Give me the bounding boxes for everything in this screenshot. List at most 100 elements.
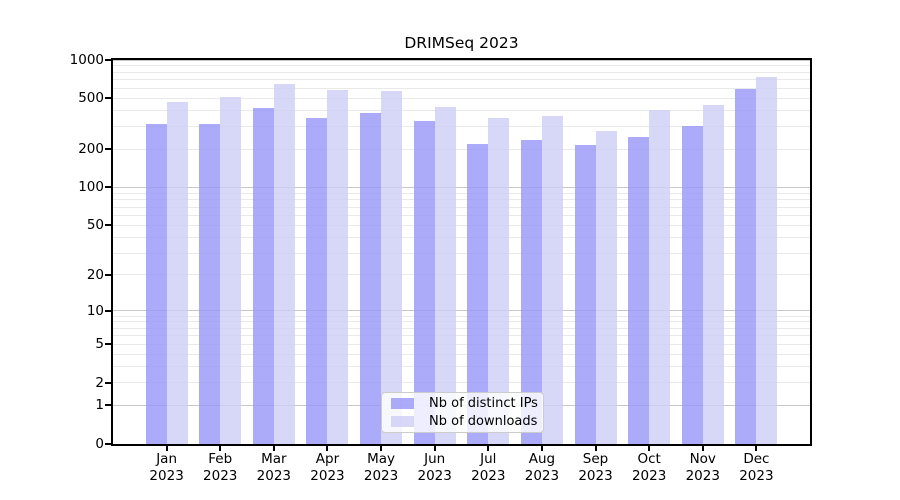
x-tick-label-year: 2023 bbox=[524, 468, 560, 484]
y-tick-label-10: 10 bbox=[86, 302, 104, 319]
x-tick-mark-jan bbox=[165, 446, 168, 451]
gridline-minor-4 bbox=[113, 354, 810, 356]
bar-nb-of-downloads-aug bbox=[541, 116, 563, 444]
y-tick-label-5: 5 bbox=[95, 336, 104, 353]
x-tick-label-year: 2023 bbox=[417, 468, 452, 484]
x-tick-label-year: 2023 bbox=[256, 468, 292, 484]
x-tick-mark-feb bbox=[219, 446, 222, 451]
x-tick-label-year: 2023 bbox=[203, 468, 238, 484]
gridline-minor-9 bbox=[113, 315, 810, 317]
bar-nb-of-distinct-ips-may bbox=[360, 113, 382, 444]
y-tick-label-500: 500 bbox=[78, 90, 104, 107]
x-tick-mark-nov bbox=[701, 446, 704, 451]
x-tick-mark-jul bbox=[487, 446, 490, 451]
gridline-minor-70 bbox=[113, 206, 810, 208]
y-tick-label-50: 50 bbox=[86, 217, 104, 234]
bar-nb-of-distinct-ips-dec bbox=[735, 89, 757, 444]
legend-item: Nb of downloads bbox=[391, 414, 543, 429]
y-tick-label-100: 100 bbox=[78, 179, 104, 196]
x-tick-label-year: 2023 bbox=[363, 468, 399, 484]
x-tick-label-year: 2023 bbox=[310, 468, 345, 484]
y-tick-label-200: 200 bbox=[78, 141, 104, 158]
bar-nb-of-downloads-apr bbox=[327, 90, 349, 444]
x-tick-label-nov: Nov 2023 bbox=[663, 451, 743, 485]
y-tick-mark-20 bbox=[105, 273, 111, 276]
x-tick-label-year: 2023 bbox=[471, 468, 506, 484]
y-tick-mark-1 bbox=[105, 404, 111, 407]
x-tick-label-oct: Oct 2023 bbox=[609, 451, 689, 485]
x-tick-mark-dec bbox=[755, 446, 758, 451]
y-tick-label-1000: 1000 bbox=[69, 52, 104, 68]
x-tick-label-aug: Aug 2023 bbox=[502, 451, 582, 485]
x-tick-mark-may bbox=[380, 446, 383, 451]
legend-swatch bbox=[391, 416, 414, 427]
y-tick-mark-2 bbox=[105, 381, 111, 384]
gridline-50 bbox=[113, 224, 810, 226]
bar-nb-of-downloads-sep bbox=[595, 131, 617, 444]
y-tick-mark-0 bbox=[105, 443, 111, 445]
bar-nb-of-distinct-ips-oct bbox=[628, 137, 650, 444]
x-tick-mark-sep bbox=[594, 446, 597, 451]
y-tick-mark-1000 bbox=[105, 59, 111, 61]
x-tick-mark-mar bbox=[272, 446, 275, 451]
bar-nb-of-downloads-may bbox=[381, 91, 403, 444]
y-tick-mark-5 bbox=[105, 343, 111, 346]
y-tick-label-20: 20 bbox=[86, 266, 104, 283]
legend-swatch bbox=[391, 398, 414, 409]
x-tick-label-year: 2023 bbox=[685, 468, 720, 484]
x-tick-label-jan: Jan 2023 bbox=[127, 451, 207, 485]
chart-title: DRIMSeq 2023 bbox=[404, 34, 519, 52]
gridline-minor-80 bbox=[113, 199, 810, 201]
bar-nb-of-downloads-oct bbox=[649, 110, 671, 444]
x-tick-label-feb: Feb 2023 bbox=[180, 451, 260, 485]
gridline-100 bbox=[113, 186, 810, 188]
x-tick-label-may: May 2023 bbox=[341, 451, 421, 485]
gridline-10 bbox=[113, 310, 810, 312]
gridline-minor-6 bbox=[113, 335, 810, 337]
x-tick-mark-apr bbox=[326, 446, 329, 451]
y-tick-mark-100 bbox=[105, 186, 111, 189]
gridline-2 bbox=[113, 382, 810, 384]
gridline-minor-7 bbox=[113, 327, 810, 329]
gridline-minor-3 bbox=[113, 366, 810, 368]
bar-nb-of-distinct-ips-jan bbox=[145, 123, 167, 444]
x-tick-label-year: 2023 bbox=[631, 468, 667, 484]
bar-nb-of-downloads-nov bbox=[702, 105, 724, 444]
gridline-5 bbox=[113, 343, 810, 345]
bar-nb-of-downloads-mar bbox=[273, 84, 295, 444]
gridline-1000 bbox=[113, 59, 810, 61]
gridline-minor-900 bbox=[113, 65, 810, 67]
gridline-200 bbox=[113, 148, 810, 150]
bar-nb-of-distinct-ips-mar bbox=[252, 108, 274, 444]
x-tick-label-year: 2023 bbox=[149, 468, 184, 484]
gridline-minor-300 bbox=[113, 126, 810, 128]
legend-label: Nb of distinct IPs bbox=[429, 396, 538, 411]
gridline-20 bbox=[113, 274, 810, 276]
y-tick-label-1: 1 bbox=[95, 397, 104, 414]
y-tick-label-0: 0 bbox=[95, 436, 104, 452]
gridline-minor-60 bbox=[113, 215, 810, 216]
bar-nb-of-downloads-feb bbox=[220, 96, 242, 444]
gridline-minor-800 bbox=[113, 71, 810, 73]
y-tick-mark-500 bbox=[105, 97, 111, 100]
x-tick-label-mar: Mar 2023 bbox=[234, 451, 314, 485]
legend-item: Nb of distinct IPs bbox=[391, 396, 543, 411]
legend: Nb of distinct IPs Nb of downloads bbox=[381, 392, 544, 433]
gridline-minor-40 bbox=[113, 237, 810, 239]
gridline-minor-600 bbox=[113, 87, 810, 89]
bar-nb-of-distinct-ips-jun bbox=[413, 121, 435, 444]
gridline-500 bbox=[113, 97, 810, 99]
bar-nb-of-distinct-ips-apr bbox=[306, 118, 328, 444]
bar-nb-of-distinct-ips-nov bbox=[681, 126, 703, 444]
gridline-minor-700 bbox=[113, 79, 810, 81]
bar-nb-of-downloads-dec bbox=[756, 77, 778, 444]
legend-label: Nb of downloads bbox=[429, 414, 538, 429]
gridline-minor-400 bbox=[113, 110, 810, 112]
bar-nb-of-distinct-ips-sep bbox=[574, 145, 596, 444]
gridline-minor-8 bbox=[113, 321, 810, 323]
y-tick-mark-50 bbox=[105, 224, 111, 227]
y-tick-mark-10 bbox=[105, 309, 111, 312]
x-tick-mark-aug bbox=[540, 446, 543, 451]
x-tick-label-dec: Dec 2023 bbox=[716, 451, 796, 485]
